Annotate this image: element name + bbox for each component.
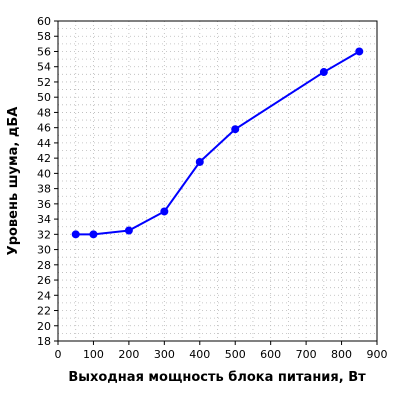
y-tick-label: 56 <box>37 45 51 58</box>
x-tick-label: 400 <box>189 348 210 361</box>
y-tick-label: 18 <box>37 335 51 348</box>
grid <box>58 21 377 341</box>
y-tick-label: 36 <box>37 198 51 211</box>
y-tick-label: 50 <box>37 91 51 104</box>
x-tick-label: 200 <box>118 348 139 361</box>
y-tick-label: 58 <box>37 30 51 43</box>
y-tick-label: 40 <box>37 167 51 180</box>
data-point <box>231 125 240 134</box>
y-tick-label: 20 <box>37 320 51 333</box>
data-point <box>319 68 328 77</box>
y-tick-label: 54 <box>37 61 51 74</box>
plot-frame <box>57 20 378 342</box>
y-tick-label: 42 <box>37 152 51 165</box>
y-tick-label: 38 <box>37 183 51 196</box>
x-tick-label: 800 <box>331 348 352 361</box>
y-tick-label: 34 <box>37 213 51 226</box>
x-axis-title: Выходная мощность блока питания, Вт <box>68 370 366 385</box>
series-layer <box>71 47 364 239</box>
data-point <box>195 157 204 166</box>
series-line <box>75 50 360 236</box>
y-tick-label: 26 <box>37 274 51 287</box>
x-tick-label: 0 <box>55 348 62 361</box>
y-tick-label: 32 <box>37 228 51 241</box>
y-tick-label: 24 <box>37 289 51 302</box>
y-tick-label: 44 <box>37 137 51 150</box>
data-point <box>71 230 80 239</box>
x-tick-label: 100 <box>83 348 104 361</box>
data-point <box>124 226 133 235</box>
y-tick-label: 60 <box>37 15 51 28</box>
x-tick-label: 500 <box>225 348 246 361</box>
y-axis-title: Уровень шума, дБА <box>6 107 21 256</box>
y-tick-label: 30 <box>37 244 51 257</box>
axes: 0 100 200 300 400 500 600 700 800 900 18 20 22 24 26 28… <box>37 15 388 361</box>
data-point <box>89 230 98 239</box>
y-tick-label: 52 <box>37 76 51 89</box>
data-point <box>355 47 364 56</box>
y-tick-label: 48 <box>37 106 51 119</box>
x-tick-label: 900 <box>367 348 388 361</box>
y-tick-label: 28 <box>37 259 51 272</box>
x-tick-label: 600 <box>260 348 281 361</box>
y-tick-label: 46 <box>37 122 51 135</box>
data-point <box>160 207 169 216</box>
x-tick-label: 700 <box>296 348 317 361</box>
x-tick-label: 300 <box>154 348 175 361</box>
y-tick-label: 22 <box>37 305 51 318</box>
